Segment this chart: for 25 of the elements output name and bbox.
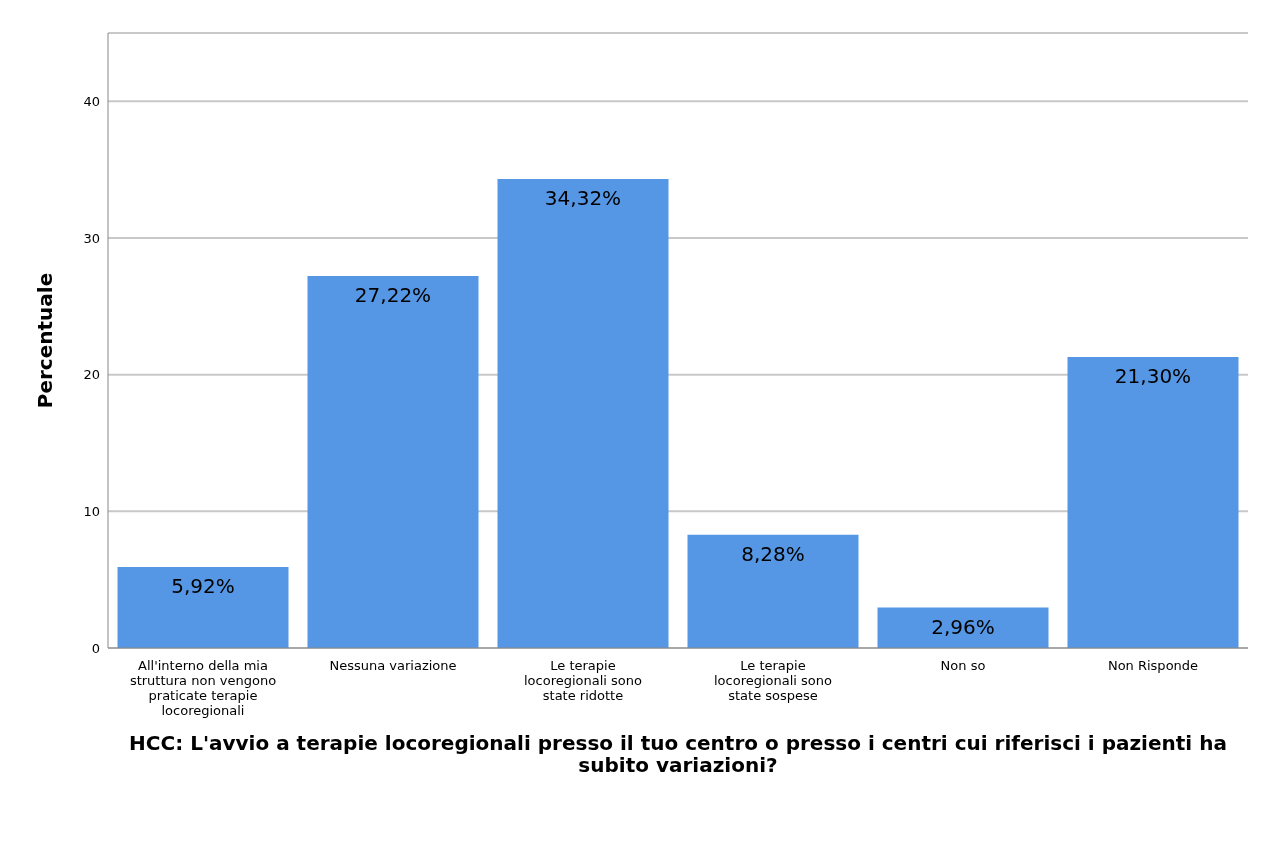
bar bbox=[877, 607, 1049, 648]
bar bbox=[117, 567, 289, 648]
x-tick-label: Le terapie locoregionali sono state ridotte bbox=[523, 658, 643, 703]
data-label: 5,92% bbox=[171, 574, 235, 599]
x-tick-label: Non so bbox=[940, 658, 986, 673]
bar bbox=[307, 275, 479, 648]
y-tick-label: 30 bbox=[83, 230, 100, 246]
y-axis-title: Percentuale bbox=[33, 272, 58, 409]
bar bbox=[1067, 356, 1239, 648]
y-tick-label: 20 bbox=[83, 367, 100, 383]
y-tick-label: 40 bbox=[83, 93, 100, 109]
x-tick-label: Le terapie locoregionali sono state sospese bbox=[713, 658, 833, 703]
x-tick-label: Nessuna variazione bbox=[329, 658, 457, 673]
data-label: 2,96% bbox=[931, 614, 995, 639]
data-label: 27,22% bbox=[354, 282, 432, 307]
data-label: 8,28% bbox=[741, 541, 805, 566]
y-tick-label: 10 bbox=[83, 503, 100, 519]
bar bbox=[687, 534, 859, 648]
y-tick-label: 0 bbox=[91, 640, 100, 656]
x-axis-title: HCC: L'avvio a terapie locoregionali presso il tuo centro o presso i centri cui riferisci i pazienti ha subito variazioni? bbox=[128, 731, 1228, 777]
bar bbox=[497, 178, 669, 648]
data-label: 34,32% bbox=[544, 185, 622, 210]
x-tick-label: All'interno della mia struttura non vengono praticate terapie locoregionali bbox=[129, 658, 277, 718]
x-tick-label: Non Risponde bbox=[1107, 658, 1199, 673]
data-label: 21,30% bbox=[1114, 363, 1192, 388]
